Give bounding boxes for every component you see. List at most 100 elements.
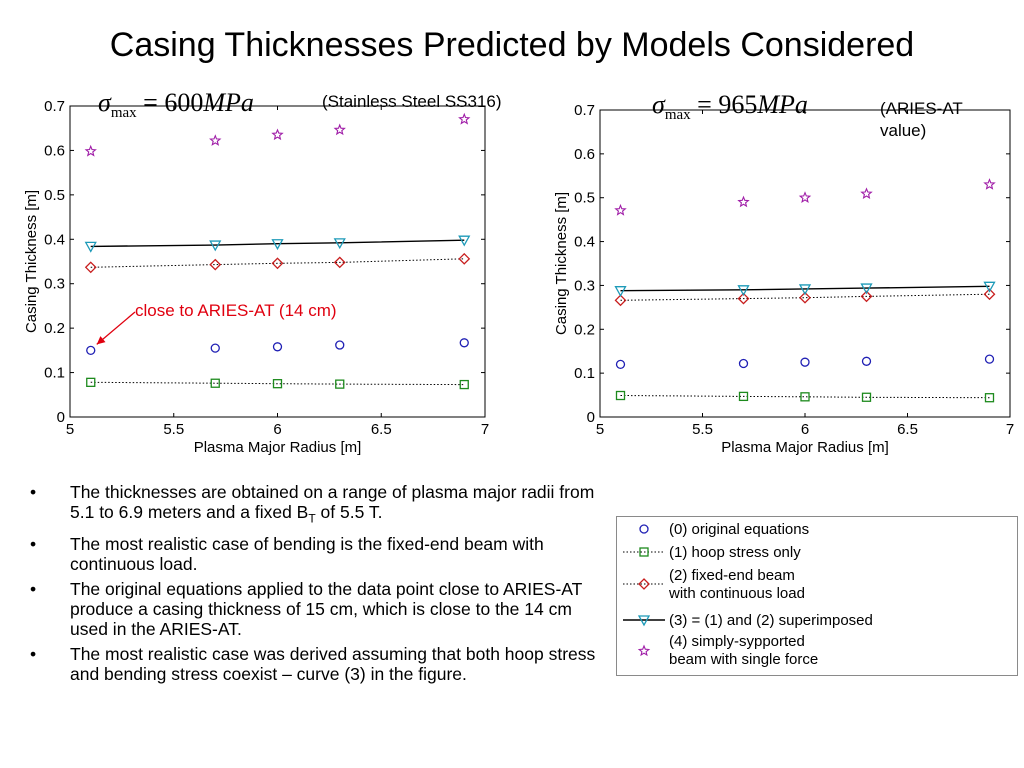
data-point-s4 xyxy=(271,128,284,141)
data-point-s1 xyxy=(615,390,626,401)
data-point-s4 xyxy=(209,134,222,146)
bullet-dot: • xyxy=(30,578,37,599)
data-point-s1 xyxy=(800,392,810,402)
data-point-s3 xyxy=(271,239,284,251)
plot-frame xyxy=(599,109,1011,418)
bullet-item: • The most realistic case of bending is … xyxy=(30,534,610,574)
formula-subscript: max xyxy=(664,107,691,123)
x-tick-label: 5 xyxy=(596,421,604,438)
data-point-s3 xyxy=(333,238,346,250)
y-tick-label: 0.4 xyxy=(44,231,65,248)
data-point-s4 xyxy=(983,178,996,190)
formula-value: 965 xyxy=(718,90,758,119)
data-point-s0 xyxy=(272,342,283,352)
data-point-s2 xyxy=(799,291,811,304)
plot-axes: 5 5.5 6 6.5 7 0 0.1 0.2 0.3 0.4 0.5 0.6 0.7 Plasma Ma… xyxy=(23,98,489,456)
bullet-item: • The original equations applied to the … xyxy=(30,579,610,639)
callout-arrow xyxy=(96,311,136,345)
y-axis-label: Casing Thickness [m] xyxy=(23,190,40,333)
callout-arrow-line xyxy=(96,311,136,345)
data-point-s1 xyxy=(861,392,872,402)
y-tick-label: 0.7 xyxy=(44,98,65,115)
data-point-s4 xyxy=(333,123,346,136)
series-s0 xyxy=(615,354,995,370)
y-tick-label: 0.1 xyxy=(574,365,595,382)
bullet-item: • The thicknesses are obtained on a rang… xyxy=(30,482,610,529)
legend-label-1: (1) hoop stress only xyxy=(669,544,801,561)
data-point-s0 xyxy=(210,343,220,353)
y-tick-label: 0.2 xyxy=(574,321,595,338)
y-tick-label: 0.7 xyxy=(574,102,595,119)
data-point-s0 xyxy=(459,338,469,348)
bullet-text: The original equations applied to the da… xyxy=(70,578,583,639)
chart-right: 5 5.5 6 6.5 7 0 0.1 0.2 0.3 0.4 0.5 0.6 0.7 Plasma Ma… xyxy=(553,102,1014,456)
data-point-s1 xyxy=(459,379,469,390)
series-s3 xyxy=(84,235,471,253)
series-s1 xyxy=(86,377,469,390)
data-point-s0 xyxy=(984,354,995,364)
x-tick-label: 6.5 xyxy=(371,421,392,438)
data-point-s4 xyxy=(798,191,812,204)
y-tick-label: 0.3 xyxy=(44,276,65,293)
data-point-s2 xyxy=(271,257,284,270)
formula-symbol: σ xyxy=(98,88,111,117)
y-tick-label: 0.1 xyxy=(44,365,65,382)
bullet-text-sub: T xyxy=(308,511,316,526)
callout-text: close to ARIES-AT (14 cm) xyxy=(135,301,337,320)
chart-left-annotation: (Stainless Steel SS316) xyxy=(322,92,502,111)
series-s4 xyxy=(84,112,471,157)
data-point-s0 xyxy=(738,358,749,369)
data-point-s3 xyxy=(209,240,222,252)
data-point-s2 xyxy=(737,292,750,305)
bullet-item: • The most realistic case was derived as… xyxy=(30,644,610,684)
data-point-s2 xyxy=(209,258,222,271)
legend-marker-s3 xyxy=(623,615,665,627)
data-point-s2 xyxy=(333,256,346,269)
data-point-s3 xyxy=(798,284,812,296)
x-tick-label: 5.5 xyxy=(692,421,713,438)
legend-symbol-s1 xyxy=(639,547,649,557)
data-point-s0 xyxy=(800,357,810,367)
series-s1 xyxy=(615,390,995,403)
formula-right: σmax = 965MPa xyxy=(652,90,808,124)
bullet-text: The most realistic case of bending is th… xyxy=(70,533,544,574)
data-point-s1 xyxy=(984,393,995,403)
data-point-s1 xyxy=(210,378,220,388)
legend-symbol-s2 xyxy=(638,578,650,590)
formula-symbol: σ xyxy=(652,90,665,119)
data-point-s4 xyxy=(737,195,750,208)
x-tick-label: 6 xyxy=(801,421,809,438)
data-point-s4 xyxy=(458,112,471,125)
bullet-dot: • xyxy=(30,643,37,664)
series-s0 xyxy=(86,338,469,356)
y-tick-label: 0 xyxy=(587,409,595,426)
formula-equals: = xyxy=(697,90,712,119)
formula-unit: MPa xyxy=(203,88,254,117)
y-tick-label: 0.4 xyxy=(574,234,595,251)
callout-arrow-head xyxy=(96,336,106,345)
y-tick-label: 0.5 xyxy=(44,187,65,204)
y-tick-label: 0.6 xyxy=(574,146,595,163)
x-tick-label: 7 xyxy=(481,421,489,438)
formula-equals: = xyxy=(143,88,158,117)
legend-label-3: (3) = (1) and (2) superimposed xyxy=(669,612,873,629)
legend-symbol-s3 xyxy=(637,615,651,627)
data-point-s4 xyxy=(614,203,627,216)
y-tick-label: 0.3 xyxy=(574,277,595,294)
data-point-s1 xyxy=(335,379,345,389)
data-point-s0 xyxy=(615,359,626,370)
legend-marker-s1 xyxy=(623,547,665,557)
chart-right-annotation: (ARIES-AT value) xyxy=(880,99,963,140)
data-point-s3 xyxy=(614,286,627,298)
x-tick-label: 6 xyxy=(273,421,281,438)
data-point-s4 xyxy=(860,187,873,199)
data-point-s2 xyxy=(458,252,471,265)
x-tick-label: 6.5 xyxy=(897,421,918,438)
legend-label-0: (0) original equations xyxy=(669,521,810,538)
chart-legend: (0) original equations (1) hoop stress o… xyxy=(616,516,1018,676)
series-line-s2 xyxy=(620,293,990,301)
legend-label-2b: with continuous load xyxy=(669,585,805,602)
y-tick-label: 0 xyxy=(57,409,65,426)
bullet-text: The thicknesses are obtained on a range … xyxy=(70,482,610,529)
data-point-s0 xyxy=(86,345,96,356)
